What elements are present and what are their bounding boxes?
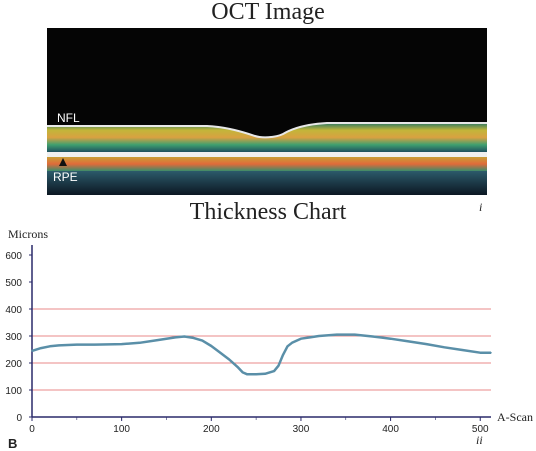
- x-tick-label-200: 200: [203, 424, 220, 435]
- y-tick-label-300: 300: [5, 332, 22, 343]
- nfl-label: NFL: [57, 111, 80, 125]
- x-tick-label-500: 500: [472, 424, 489, 435]
- y-axis-label: Microns: [8, 227, 48, 241]
- data-point: [219, 351, 222, 354]
- thickness-line-0: [31, 333, 491, 376]
- data-point: [277, 364, 280, 367]
- chart-panel-label: ii: [476, 433, 483, 447]
- data-point: [273, 370, 275, 372]
- y-tick-label-600: 600: [5, 251, 22, 262]
- data-point: [425, 343, 428, 345]
- data-point: [309, 336, 311, 339]
- data-point: [461, 349, 464, 351]
- data-point: [389, 337, 392, 340]
- x-tick-label-400: 400: [382, 424, 399, 435]
- data-point: [49, 345, 51, 348]
- rpe-label: RPE: [53, 170, 78, 184]
- data-point: [443, 346, 446, 349]
- data-point: [192, 337, 195, 339]
- nfl-surface-line: [47, 122, 487, 139]
- oct-panel-label: i: [479, 200, 483, 214]
- data-point: [246, 373, 248, 376]
- data-point: [286, 345, 289, 348]
- data-point: [318, 335, 320, 337]
- data-point: [228, 358, 231, 361]
- data-point: [371, 335, 374, 338]
- data-point: [210, 345, 213, 347]
- y-tick-label-100: 100: [5, 386, 22, 397]
- data-point: [156, 339, 159, 341]
- data-point: [58, 344, 60, 347]
- data-point: [93, 343, 96, 346]
- data-point: [201, 339, 204, 342]
- chart-title: Thickness Chart: [189, 199, 347, 225]
- data-point: [237, 366, 239, 369]
- data-point: [138, 341, 141, 344]
- data-point: [291, 341, 293, 344]
- y-tick-label-400: 400: [5, 305, 22, 316]
- x-axis-label: A-Scan: [497, 410, 533, 424]
- data-point: [353, 333, 356, 336]
- y-tick-label-500: 500: [5, 278, 22, 289]
- data-point: [255, 373, 257, 376]
- data-point: [479, 351, 482, 354]
- data-point: [282, 354, 284, 356]
- arrow-marker-icon: [59, 158, 67, 166]
- x-tick-label-300: 300: [293, 424, 310, 435]
- oct-scan-image: [47, 28, 487, 195]
- rpe-bright-line: [47, 152, 487, 157]
- y-tick-label-200: 200: [5, 359, 22, 370]
- data-point: [241, 371, 244, 374]
- data-point: [336, 333, 338, 336]
- figure-label: B: [8, 436, 18, 451]
- data-point: [183, 335, 186, 338]
- data-point: [407, 340, 410, 343]
- data-point: [40, 347, 42, 349]
- data-point: [490, 351, 492, 354]
- data-point: [120, 343, 123, 345]
- data-point: [174, 336, 177, 339]
- data-point: [300, 337, 302, 340]
- x-tick-label-100: 100: [113, 424, 130, 435]
- y-tick-label-0: 0: [16, 413, 22, 424]
- data-point: [264, 373, 266, 375]
- x-tick-label-0: 0: [29, 424, 35, 435]
- data-point: [31, 350, 33, 352]
- data-point: [76, 343, 78, 346]
- oct-image-title: OCT Image: [211, 0, 325, 25]
